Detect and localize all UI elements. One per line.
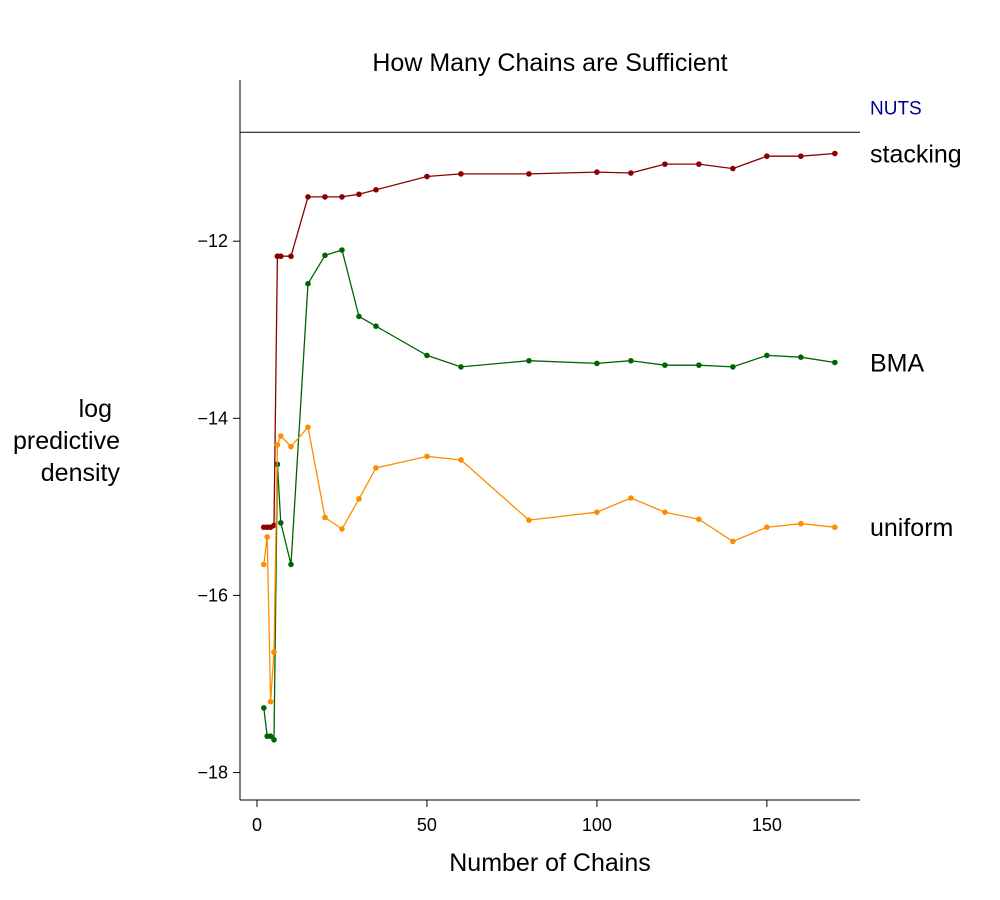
data-point-bma — [271, 736, 277, 743]
series-line-bma — [263, 249, 835, 742]
data-point-stacking — [696, 161, 702, 167]
data-point-uniform — [696, 516, 702, 523]
data-point-uniform — [594, 509, 600, 515]
data-point-bma — [356, 313, 362, 320]
data-point-uniform — [424, 453, 430, 460]
x-tick-label: 50 — [417, 815, 437, 835]
data-point-bma — [424, 352, 430, 359]
data-point-stacking — [662, 161, 668, 167]
data-point-bma — [373, 323, 379, 329]
nuts-label: NUTS — [870, 98, 922, 119]
data-point-stacking — [526, 171, 532, 177]
data-point-uniform — [305, 424, 311, 430]
data-point-bma — [730, 364, 736, 370]
series-label-bma: BMA — [870, 350, 925, 378]
y-axis-label-line: predictive — [13, 427, 120, 455]
data-point-bma — [832, 359, 838, 366]
data-point-bma — [305, 280, 311, 287]
data-point-stacking — [628, 170, 634, 176]
data-point-uniform — [322, 514, 328, 521]
data-point-stacking — [373, 187, 379, 193]
x-tick-label: 0 — [252, 815, 262, 835]
data-point-stacking — [594, 169, 600, 175]
x-axis-label: Number of Chains — [449, 849, 650, 877]
data-point-bma — [322, 252, 328, 259]
data-point-stacking — [277, 253, 284, 260]
y-tick-label: −14 — [197, 408, 228, 428]
data-point-uniform — [458, 457, 464, 463]
data-point-uniform — [260, 561, 267, 568]
data-point-uniform — [798, 520, 804, 527]
data-point-uniform — [662, 509, 668, 515]
data-point-bma — [764, 352, 770, 359]
data-point-uniform — [373, 465, 379, 471]
data-point-bma — [267, 733, 274, 740]
data-point-bma — [339, 247, 345, 253]
series-label-uniform: uniform — [870, 514, 953, 542]
data-point-stacking — [764, 153, 770, 159]
data-point-uniform — [764, 524, 770, 531]
data-point-uniform — [526, 517, 532, 523]
data-point-stacking — [305, 194, 311, 200]
data-point-stacking — [322, 194, 328, 200]
data-point-uniform — [730, 538, 736, 545]
data-point-stacking — [798, 153, 804, 159]
data-point-bma — [288, 561, 294, 568]
data-point-uniform — [271, 649, 277, 655]
series-label-stacking: stacking — [870, 141, 962, 169]
data-point-stacking — [458, 171, 464, 177]
y-axis-label-line: log — [79, 395, 112, 423]
y-axis-label-line: density — [41, 459, 121, 487]
data-point-stacking — [730, 165, 736, 172]
axis-ticks: 0 50 100 150 −18 −16 −14 −12 — [197, 231, 781, 835]
y-tick-label: −18 — [197, 763, 228, 783]
data-point-uniform — [356, 496, 362, 502]
data-point-stacking — [832, 150, 838, 157]
data-point-uniform — [339, 526, 345, 532]
data-point-uniform — [277, 433, 284, 439]
data-point-uniform — [628, 495, 634, 501]
data-point-stacking — [339, 194, 345, 200]
data-point-bma — [260, 705, 267, 711]
series-line-stacking — [263, 152, 835, 528]
y-tick-label: −16 — [197, 585, 228, 605]
data-point-bma — [798, 354, 804, 360]
x-tick-label: 100 — [582, 815, 612, 835]
data-point-stacking — [356, 191, 362, 198]
data-point-bma — [696, 362, 702, 368]
data-point-bma — [277, 520, 284, 526]
series-line-uniform — [263, 425, 835, 702]
chart-title: How Many Chains are Sufficient — [372, 49, 727, 77]
data-point-bma — [628, 357, 634, 364]
plot-area: NUTS stacking BMA uniform — [240, 98, 962, 743]
data-point-bma — [458, 364, 464, 370]
data-point-uniform — [832, 524, 838, 531]
y-tick-label: −12 — [197, 231, 228, 251]
data-point-bma — [594, 360, 600, 367]
x-tick-label: 150 — [752, 815, 782, 835]
data-point-bma — [526, 357, 532, 364]
data-point-bma — [662, 362, 668, 368]
data-point-stacking — [288, 253, 294, 260]
data-point-stacking — [424, 173, 430, 180]
y-axis-label: log predictive density — [13, 395, 120, 487]
data-point-uniform — [274, 442, 281, 448]
data-point-uniform — [267, 698, 274, 705]
data-point-uniform — [288, 443, 294, 450]
data-point-stacking — [271, 522, 277, 529]
data-point-uniform — [264, 534, 270, 540]
